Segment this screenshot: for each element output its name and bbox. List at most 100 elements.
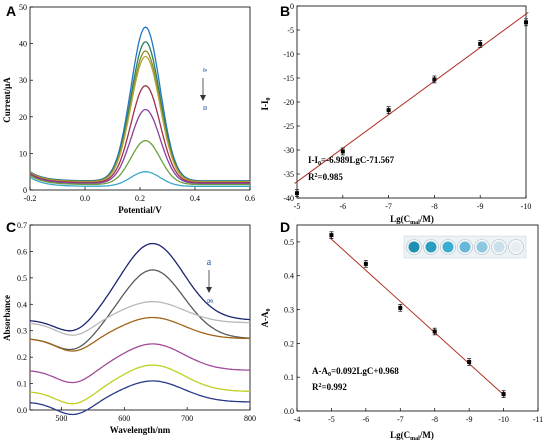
points-b (295, 18, 528, 198)
y-tick-label: 0.2 (17, 353, 27, 362)
x-tick-label: -0.2 (24, 194, 37, 203)
panel-label-a: A (6, 3, 16, 19)
well-6 (493, 241, 505, 253)
x-tick-label: 800 (244, 414, 256, 423)
y-tick-label: 0.1 (17, 380, 27, 389)
data-point (340, 149, 345, 154)
x-tick-label: 0.0 (80, 194, 90, 203)
data-point (386, 108, 391, 113)
x-ticks-d: -4 -5 -6 -7 -8 -9 -10 -11 (294, 408, 543, 424)
x-tick-label: 0.6 (245, 194, 255, 203)
x-axis-label-a: Potential/V (118, 205, 162, 215)
fit-line (329, 237, 506, 397)
y-tick-label: 20 (19, 113, 27, 122)
y-tick-label: -20 (283, 98, 294, 107)
y-ticks-b: -40 -35 -30 -25 -20 -15 -10 -5 0 (283, 2, 300, 203)
x-tick-label: -10 (498, 415, 509, 424)
x-tick-label: -7 (385, 202, 392, 211)
x-ticks-b: -5 -6 -7 -8 -9 -10 (294, 195, 532, 211)
well-strip-photo (403, 235, 527, 259)
well-4 (459, 241, 471, 253)
y-ticks-c: 0.0 0.1 0.2 0.3 0.4 0.5 0.6 0.7 (17, 221, 33, 415)
y-tick-label: 0.7 (17, 221, 27, 230)
y-tick-label: 0.1 (284, 373, 294, 382)
y-tick-label: -25 (283, 122, 294, 131)
y-tick-label: -40 (283, 194, 294, 203)
x-tick-label: 0.2 (135, 194, 145, 203)
fit-line (294, 11, 529, 184)
x-tick-label: -8 (431, 415, 438, 424)
y-tick-label: -30 (283, 146, 294, 155)
y-tick-label: 0.3 (284, 306, 294, 315)
y-tick-label: 0 (290, 2, 294, 11)
y-axis-label-b: I-I0 (260, 97, 272, 110)
series-line-4 (29, 316, 250, 352)
x-ticks-c: 500 600 700 800 (55, 407, 256, 423)
wells (406, 239, 524, 255)
x-tick-label: -6 (363, 415, 370, 424)
y-tick-label: 0.2 (284, 339, 294, 348)
chart-b: -5 -6 -7 -8 -9 -10 -40 -35 -30 -25 -20 -15 -10 -5 0 L… (260, 2, 531, 226)
x-tick-label: -9 (466, 415, 473, 424)
x-tick-label: 0.4 (190, 194, 200, 203)
x-axis-label-d: Lg(Cmal/M) (390, 430, 434, 442)
plot-frame-b (296, 5, 527, 199)
curves-a (29, 26, 250, 187)
x-tick-label: -6 (339, 202, 346, 211)
x-axis-label-b: Lg(Cmal/M) (390, 214, 434, 226)
x-tick-label: -10 (521, 202, 532, 211)
equation-b: I-I0=-6.989LgC-71.567 (308, 155, 395, 167)
y-tick-label: 0.5 (284, 238, 294, 247)
annotation-c-bottom: g (207, 299, 216, 303)
x-tick-label: -8 (431, 202, 438, 211)
series-line-6 (29, 364, 250, 405)
y-axis-label-c: Absorbance (2, 295, 12, 341)
y-tick-label: 40 (19, 40, 27, 49)
fit-line-b (294, 11, 529, 184)
series-line-5 (29, 85, 250, 184)
points-d (329, 231, 506, 398)
data-point (295, 191, 299, 196)
series-line-8 (29, 171, 250, 187)
y-tick-label: 0.5 (17, 274, 27, 283)
y-tick-label: 0.3 (17, 327, 27, 336)
plot-frame-c (29, 224, 251, 411)
y-ticks-d: 0.0 0.1 0.2 0.3 0.4 0.5 (284, 238, 300, 416)
data-point (363, 261, 368, 266)
plot-frame-d (296, 224, 539, 412)
x-tick-label: -7 (397, 415, 404, 424)
annotation-c-top: a (207, 257, 212, 268)
series-line-4 (29, 55, 250, 183)
well-1 (408, 241, 420, 253)
y-tick-label: -15 (283, 74, 294, 83)
data-point (501, 392, 506, 397)
y-tick-label: 30 (19, 76, 27, 85)
well-5 (476, 241, 488, 253)
y-tick-label: -35 (283, 170, 294, 179)
y-axis-label-d: A-A0 (260, 309, 272, 328)
panel-label-c: C (6, 219, 16, 235)
y-tick-label: 0.4 (17, 300, 27, 309)
well-3 (442, 241, 454, 253)
x-tick-label: -11 (533, 415, 543, 424)
series-line-7 (29, 139, 250, 186)
y-tick-label: 10 (19, 149, 27, 158)
y-tick-label: 0.0 (17, 406, 27, 415)
x-ticks-a: -0.2 0.0 0.2 0.4 0.6 (24, 187, 255, 203)
chart-a: -0.2 0.0 0.2 0.4 0.6 0 10 20 30 40 50 Potential/V… (2, 3, 255, 215)
data-point (478, 41, 483, 46)
y-tick-label: 50 (19, 3, 27, 12)
series-line-1 (29, 242, 251, 332)
well-2 (425, 241, 437, 253)
arrow-c-head (206, 287, 212, 293)
y-tick-label: 0.6 (17, 247, 27, 256)
panel-label-b: B (280, 3, 290, 19)
x-axis-label-c: Wavelength/nm (110, 425, 171, 435)
x-tick-label: -5 (294, 202, 301, 211)
y-tick-label: -5 (287, 26, 294, 35)
x-tick-label: 500 (55, 414, 67, 423)
series-line-7 (29, 380, 250, 416)
data-point (524, 20, 528, 25)
curves-c (29, 242, 251, 416)
